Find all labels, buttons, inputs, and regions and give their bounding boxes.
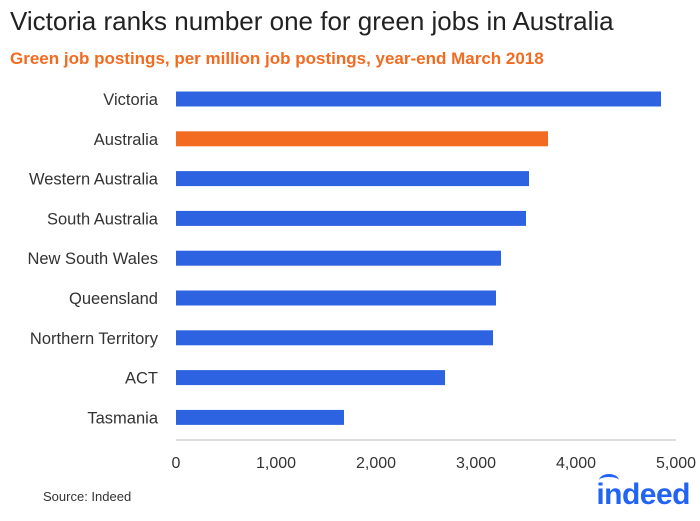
- category-labels: Victoria Australia Western Australia South …: [27, 91, 158, 427]
- category-label-western-australia: Western Australia: [29, 171, 159, 189]
- category-label-australia: Australia: [94, 131, 159, 149]
- source-note: Source: Indeed: [43, 489, 132, 504]
- x-tick-label: 2,000: [356, 455, 396, 472]
- indeed-logo: indeed: [596, 474, 690, 512]
- bar-act: [176, 370, 445, 386]
- x-tick-label: 5,000: [656, 455, 696, 472]
- category-label-victoria: Victoria: [103, 91, 159, 109]
- x-tick-label: 0: [172, 455, 181, 472]
- x-tick-label: 3,000: [456, 455, 496, 472]
- bar-south-australia: [176, 210, 526, 226]
- bars-group: [176, 91, 661, 425]
- x-tick-labels: 0 1,000 2,000 3,000 4,000 5,000: [172, 455, 697, 472]
- category-label-northern-territory: Northern Territory: [30, 330, 159, 348]
- bar-northern-territory: [176, 330, 493, 346]
- category-label-tasmania: Tasmania: [87, 409, 158, 427]
- x-tick-label: 4,000: [556, 455, 596, 472]
- category-label-act: ACT: [125, 370, 158, 388]
- x-tick-label: 1,000: [256, 455, 296, 472]
- bar-tasmania: [176, 409, 344, 425]
- bar-queensland: [176, 290, 496, 306]
- category-label-queensland: Queensland: [69, 290, 158, 308]
- category-label-new-south-wales: New South Wales: [27, 250, 158, 268]
- bar-western-australia: [176, 171, 529, 187]
- chart-subtitle: Green job postings, per million job post…: [10, 49, 544, 68]
- bar-australia: [176, 131, 548, 147]
- logo-arc-icon: [599, 474, 620, 487]
- chart-title: Victoria ranks number one for green jobs…: [10, 6, 614, 36]
- bar-new-south-wales: [176, 250, 501, 266]
- bar-victoria: [176, 91, 661, 107]
- category-label-south-australia: South Australia: [47, 210, 159, 228]
